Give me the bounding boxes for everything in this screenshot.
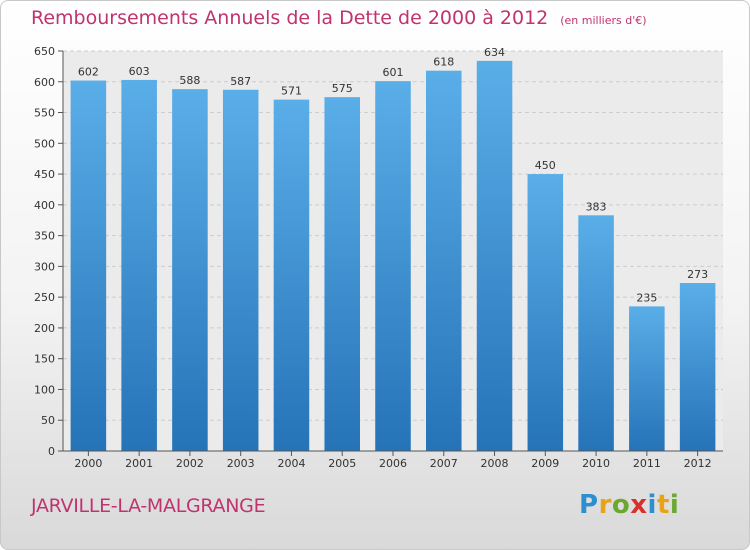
logo-letter: i xyxy=(669,490,680,520)
bar-2003 xyxy=(222,89,259,452)
bar-2009 xyxy=(527,174,564,452)
data-label: 571 xyxy=(281,85,302,98)
title-row: Remboursements Annuels de la Dette de 20… xyxy=(31,7,647,29)
y-tick-label: 100 xyxy=(34,383,55,396)
unit-note: (en milliers d'€) xyxy=(560,14,647,27)
logo-letter: P xyxy=(579,490,599,520)
data-label: 602 xyxy=(78,66,99,79)
bar-2005 xyxy=(324,97,360,452)
data-label: 587 xyxy=(230,75,251,88)
data-label: 235 xyxy=(636,291,657,304)
y-tick-label: 650 xyxy=(34,45,55,58)
x-tick-label: 2010 xyxy=(582,457,610,470)
y-tick-label: 250 xyxy=(34,291,55,304)
x-tick-label: 2001 xyxy=(125,457,153,470)
x-tick-label: 2009 xyxy=(531,457,559,470)
x-tick-label: 2007 xyxy=(430,457,458,470)
bar-2012 xyxy=(679,283,716,451)
y-tick-label: 550 xyxy=(34,107,55,120)
bar-2007 xyxy=(426,70,462,451)
x-tick-label: 2011 xyxy=(633,457,661,470)
y-tick-label: 350 xyxy=(34,230,55,243)
city-name: JARVILLE-LA-MALGRANGE xyxy=(31,495,266,517)
y-tick-label: 600 xyxy=(34,76,55,89)
bar-2004 xyxy=(273,99,310,451)
y-tick-label: 50 xyxy=(41,414,55,427)
x-tick-label: 2002 xyxy=(176,457,204,470)
y-tick-label: 300 xyxy=(34,260,55,273)
x-tick-label: 2005 xyxy=(328,457,356,470)
logo-letter: r xyxy=(598,490,612,520)
y-tick-label: 400 xyxy=(34,199,55,212)
y-tick-label: 150 xyxy=(34,353,55,366)
data-label: 450 xyxy=(535,159,556,172)
x-tick-label: 2004 xyxy=(277,457,305,470)
data-label: 273 xyxy=(687,268,708,281)
y-tick-label: 200 xyxy=(34,322,55,335)
y-tick-label: 0 xyxy=(48,445,55,458)
logo-letter: o xyxy=(611,490,631,520)
logo-letter: x xyxy=(630,490,648,520)
x-tick-label: 2006 xyxy=(379,457,407,470)
data-label: 383 xyxy=(586,200,607,213)
proxiti-logo: Proxiti xyxy=(579,490,679,520)
data-label: 575 xyxy=(332,82,353,95)
bar-2002 xyxy=(172,89,208,452)
bars: 602 603 588 587 571 575 601 618 634 450 383 235 273 xyxy=(70,46,716,452)
bar-2010 xyxy=(578,215,614,451)
data-label: 618 xyxy=(433,56,454,69)
x-tick-label: 2003 xyxy=(227,457,255,470)
bar-2011 xyxy=(629,306,665,451)
y-tick-label: 500 xyxy=(34,137,55,150)
data-label: 601 xyxy=(383,66,404,79)
bar-2001 xyxy=(121,79,157,451)
bar-2008 xyxy=(476,60,513,451)
x-tick-label: 2000 xyxy=(74,457,102,470)
data-label: 634 xyxy=(484,46,505,59)
data-label: 588 xyxy=(179,74,200,87)
chart-title: Remboursements Annuels de la Dette de 20… xyxy=(31,7,549,29)
x-tick-label: 2008 xyxy=(481,457,509,470)
y-tick-label: 450 xyxy=(34,168,55,181)
axes: 0 50 100 150 200 250 300 350 400 450 500 550 600 650 2… xyxy=(34,45,723,470)
logo-letter: i xyxy=(647,490,657,520)
logo-letter: t xyxy=(656,490,670,520)
bar-2000 xyxy=(70,80,107,452)
x-tick-label: 2012 xyxy=(684,457,712,470)
bar-2006 xyxy=(375,81,411,452)
data-label: 603 xyxy=(129,65,150,78)
